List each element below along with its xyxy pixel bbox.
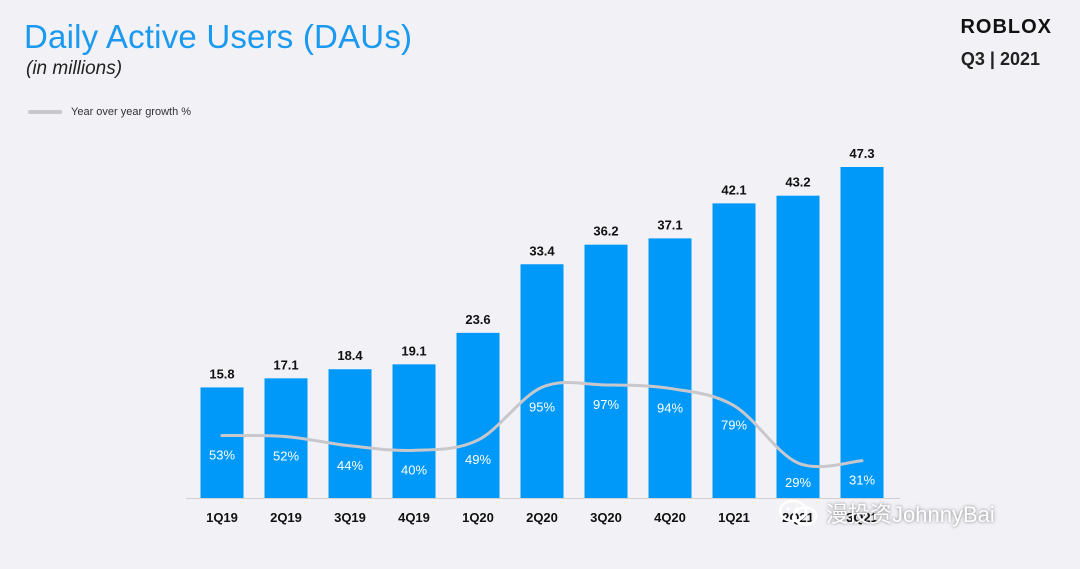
legend: Year over year growth %	[28, 106, 191, 118]
category-tick-label: 4Q19	[398, 510, 430, 525]
growth-label: 95%	[529, 399, 555, 414]
value-label: 36.2	[593, 224, 618, 239]
growth-line	[220, 380, 864, 469]
roblox-logo: ROBLOX	[960, 16, 1052, 38]
value-label: 47.3	[849, 146, 874, 161]
chart-subtitle: (in millions)	[26, 58, 123, 79]
growth-label: 53%	[209, 447, 235, 462]
value-label: 19.1	[401, 343, 426, 358]
growth-label: 79%	[721, 418, 747, 433]
bar	[328, 369, 372, 498]
value-label: 17.1	[273, 357, 298, 372]
bar	[584, 244, 628, 498]
growth-label: 49%	[465, 452, 491, 467]
bar	[712, 203, 756, 498]
value-label: 15.8	[209, 366, 234, 381]
category-tick-label: 3Q20	[590, 510, 622, 525]
growth-label: 52%	[273, 449, 299, 464]
legend-line-swatch	[28, 110, 62, 114]
watermark-text: 漫投资JohnnyBai	[826, 502, 995, 527]
category-tick-label: 2Q20	[526, 510, 558, 525]
bar	[200, 387, 244, 498]
category-tick-label: 1Q21	[718, 510, 750, 525]
bar	[392, 364, 436, 498]
category-tick-label: 1Q20	[462, 510, 494, 525]
category-tick-label: 3Q21	[846, 510, 878, 525]
growth-label: 31%	[849, 473, 875, 488]
growth-label: 29%	[785, 475, 811, 490]
value-label: 33.4	[529, 243, 555, 258]
bar	[648, 238, 692, 499]
value-label: 23.6	[465, 312, 490, 327]
bar	[520, 264, 564, 498]
growth-label: 44%	[337, 458, 363, 473]
bar	[776, 195, 820, 498]
category-tick-label: 3Q19	[334, 510, 366, 525]
wechat-icon	[778, 499, 818, 526]
watermark: 漫投资JohnnyBai	[778, 497, 995, 529]
category-tick-label: 1Q19	[206, 510, 238, 525]
bar	[840, 167, 884, 498]
value-label: 43.2	[785, 175, 810, 190]
growth-label: 94%	[657, 400, 683, 415]
chart-title: Daily Active Users (DAUs)	[24, 18, 413, 55]
category-tick-label: 4Q20	[654, 510, 686, 525]
category-tick-label: 2Q19	[270, 510, 302, 525]
value-label: 37.1	[657, 217, 682, 232]
report-period: Q3 | 2021	[960, 49, 1040, 69]
growth-label: 97%	[593, 397, 619, 412]
bar	[456, 332, 500, 498]
growth-label: 40%	[401, 462, 427, 477]
legend-label: Year over year growth %	[71, 106, 192, 118]
value-label: 42.1	[721, 182, 746, 197]
value-label: 18.4	[337, 348, 363, 363]
